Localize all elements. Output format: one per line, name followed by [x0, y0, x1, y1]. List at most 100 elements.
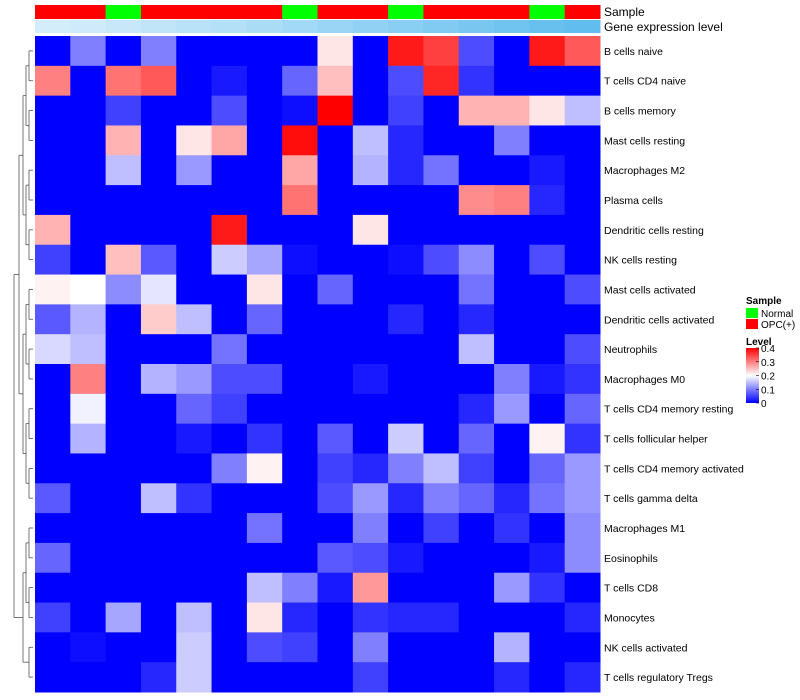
- heatmap-cell: [211, 483, 248, 514]
- heatmap-cell: [352, 185, 389, 216]
- heatmap-cell: [70, 155, 107, 186]
- heatmap-cell: [282, 244, 318, 276]
- heatmap-cell: [176, 125, 213, 156]
- heatmap-cell: [105, 453, 142, 484]
- heatmap-cell: [105, 95, 142, 126]
- heatmap-cell: [352, 36, 389, 67]
- heatmap-cell: [388, 65, 424, 97]
- heatmap-cell: [211, 393, 248, 425]
- heatmap-cell: [352, 632, 389, 663]
- heatmap-cell: [35, 65, 71, 97]
- heatmap-cell: [352, 662, 389, 693]
- heatmap-cell: [529, 155, 566, 186]
- heatmap-cell: [352, 513, 389, 544]
- heatmap-cell: [458, 36, 495, 67]
- heatmap-cell: [529, 334, 566, 365]
- heatmap-cell: [352, 155, 389, 186]
- heatmap-cell: [176, 214, 213, 246]
- legend-tick-label: 0.2: [761, 372, 775, 383]
- heatmap-cell: [423, 334, 460, 365]
- heatmap-cell: [564, 423, 601, 454]
- expression-annotation-cell: [529, 20, 566, 33]
- heatmap-cell: [282, 274, 318, 305]
- row-label: T cells gamma delta: [604, 493, 698, 505]
- heatmap-cell: [140, 95, 177, 126]
- sample-annotation-cell: [70, 5, 107, 19]
- heatmap-cell: [282, 393, 318, 425]
- heatmap-cell: [140, 125, 177, 156]
- heatmap-cell: [70, 334, 107, 365]
- heatmap-cell: [140, 36, 177, 67]
- expression-annotation-cell: [140, 20, 177, 33]
- heatmap-cell: [564, 304, 601, 335]
- sample-annotation-cell: [388, 5, 424, 19]
- heatmap-cell: [529, 274, 566, 305]
- heatmap-cell: [35, 334, 71, 365]
- heatmap-cell: [564, 36, 601, 67]
- heatmap-cell: [140, 274, 177, 305]
- heatmap-cell: [140, 155, 177, 186]
- heatmap-cell: [105, 334, 142, 365]
- heatmap-cell: [35, 513, 71, 544]
- heatmap-cell: [388, 334, 424, 365]
- heatmap-cell: [529, 453, 566, 484]
- heatmap-cell: [282, 65, 318, 97]
- heatmap-cell: [35, 364, 71, 395]
- heatmap-cell: [423, 542, 460, 574]
- heatmap-cell: [35, 393, 71, 425]
- heatmap-cell: [564, 214, 601, 246]
- heatmap-cell: [246, 185, 283, 216]
- heatmap-cell: [458, 602, 495, 633]
- heatmap-cell: [211, 334, 248, 365]
- expression-annotation-cell: [352, 20, 389, 33]
- heatmap-cell: [246, 334, 283, 365]
- heatmap-cell: [317, 274, 354, 305]
- heatmap-cell: [105, 483, 142, 514]
- heatmap-cell: [352, 304, 389, 335]
- row-label: T cells CD4 naive: [604, 76, 686, 88]
- heatmap-cell: [458, 214, 495, 246]
- legend-tick-label: 0: [761, 399, 767, 410]
- heatmap-cell: [317, 632, 354, 663]
- heatmap-cell: [564, 393, 601, 425]
- heatmap-cell: [317, 662, 354, 693]
- heatmap-cell: [458, 334, 495, 365]
- row-label: Neutrophils: [604, 344, 657, 356]
- heatmap-cell: [105, 36, 142, 67]
- heatmap-cell: [423, 364, 460, 395]
- expression-annotation-cell: [458, 20, 495, 33]
- heatmap-cell: [388, 542, 424, 574]
- heatmap-cell: [35, 483, 71, 514]
- heatmap-cell: [176, 542, 213, 574]
- heatmap-cell: [211, 572, 248, 604]
- heatmap-cell: [282, 632, 318, 663]
- expression-annotation-bar: [35, 20, 601, 33]
- heatmap-cell: [423, 423, 460, 454]
- heatmap-cell: [211, 125, 248, 156]
- heatmap-cell: [494, 572, 530, 604]
- heatmap-cell: [105, 65, 142, 97]
- heatmap-cell: [529, 662, 566, 693]
- heatmap-cell: [246, 274, 283, 305]
- heatmap-cell: [458, 662, 495, 693]
- heatmap-cell: [70, 423, 107, 454]
- heatmap-cell: [35, 423, 71, 454]
- heatmap-cell: [494, 244, 530, 276]
- heatmap-cell: [35, 632, 71, 663]
- legend-sample-title: Sample: [746, 296, 782, 307]
- heatmap-cell: [282, 483, 318, 514]
- heatmap-cell: [105, 274, 142, 305]
- heatmap-cell: [494, 393, 530, 425]
- heatmap-cell: [317, 36, 354, 67]
- heatmap-cell: [282, 423, 318, 454]
- heatmap-cell: [176, 244, 213, 276]
- heatmap-cell: [140, 602, 177, 633]
- heatmap-cell: [246, 602, 283, 633]
- heatmap-cell: [211, 304, 248, 335]
- heatmap-cell: [211, 95, 248, 126]
- heatmap-cell: [70, 393, 107, 425]
- heatmap-cell: [246, 572, 283, 604]
- sample-annotation-cell: [423, 5, 460, 19]
- heatmap-cell: [564, 334, 601, 365]
